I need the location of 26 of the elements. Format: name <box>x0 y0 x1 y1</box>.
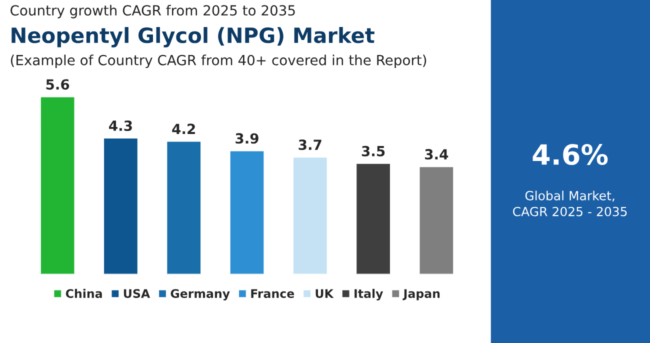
bar <box>166 140 202 274</box>
x-tick-label: UK <box>316 289 334 298</box>
bar <box>228 150 266 274</box>
data-label: 4.2 <box>172 124 195 134</box>
bar <box>292 156 328 274</box>
x-tick-label: USA <box>124 289 150 298</box>
data-label: 3.4 <box>425 149 448 160</box>
bar <box>355 162 392 274</box>
x-tick-label: China <box>66 288 102 298</box>
text: Global Market, CAGR 2025 - 2035 <box>513 190 627 216</box>
chart-subtitle: (Example of Country CAGR from 40+ covered in the Report) <box>10 54 426 68</box>
bar <box>418 166 454 274</box>
data-label: 3.9 <box>236 133 258 144</box>
bar <box>102 137 139 274</box>
data-label: 3.7 <box>298 140 322 150</box>
chart-title: Neopentyl Glycol (NPG) Market <box>12 27 374 48</box>
x-tick-label: Germany <box>170 289 230 300</box>
text: 4.6% <box>532 144 608 166</box>
x-tick-label: Italy <box>354 288 384 300</box>
x-tick-label: Japan <box>402 289 440 300</box>
bar <box>40 96 76 274</box>
data-label: 4.3 <box>109 120 132 131</box>
data-label: 3.5 <box>362 146 385 156</box>
text: Country growth CAGR from 2025 to 2035 <box>10 4 295 18</box>
x-tick-label: France <box>251 289 294 298</box>
data-label: 5.6 <box>46 79 70 90</box>
